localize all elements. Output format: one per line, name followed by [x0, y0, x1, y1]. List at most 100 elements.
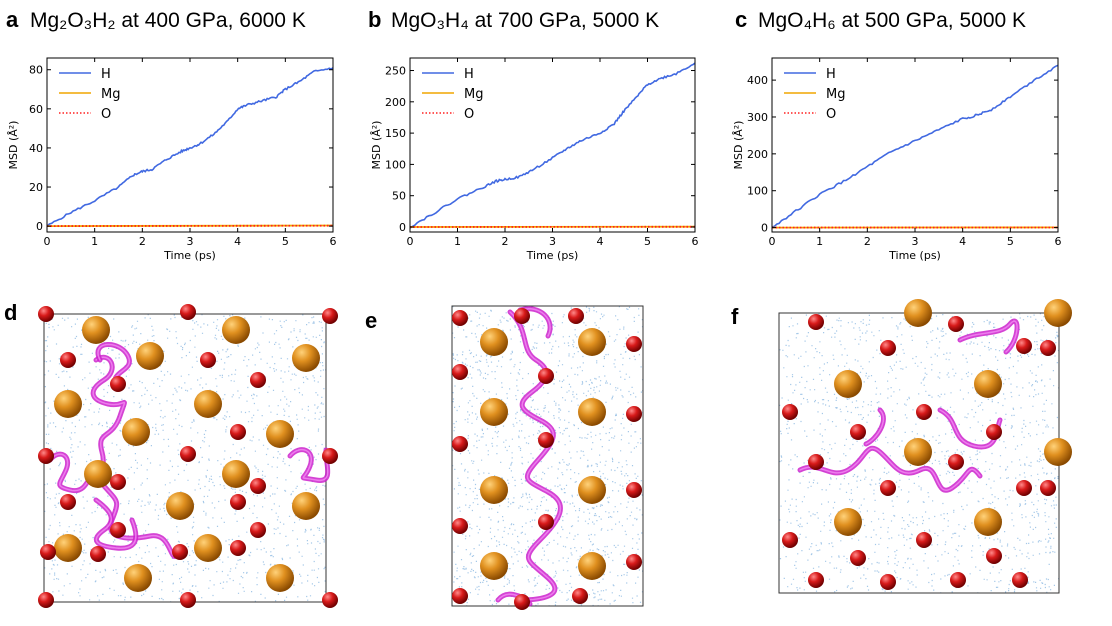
o-atom [1040, 480, 1056, 496]
y-tick-label: 150 [385, 127, 406, 140]
o-atom [452, 364, 468, 380]
o-atom [880, 480, 896, 496]
hydrogen-trajectory [797, 318, 1020, 493]
o-atom [452, 518, 468, 534]
structure-f-image [778, 299, 1072, 594]
o-atom [250, 372, 266, 388]
mg-atom [292, 492, 320, 520]
o-atom [110, 474, 126, 490]
mg-atom [578, 552, 606, 580]
mg-atom [194, 534, 222, 562]
x-axis-label: Time (ps) [163, 249, 216, 262]
o-atom [40, 544, 56, 560]
x-tick-label: 6 [330, 235, 337, 248]
o-atom [986, 548, 1002, 564]
panel-letter-d: d [4, 300, 17, 325]
legend-label-mg: Mg [464, 87, 483, 102]
mg-atom [222, 316, 250, 344]
o-atom [1040, 340, 1056, 356]
mg-atom [480, 552, 508, 580]
o-atom [572, 588, 588, 604]
mg-atom [578, 476, 606, 504]
x-tick-label: 6 [1055, 235, 1062, 248]
series-line-h [771, 64, 1059, 228]
plot-frame [46, 57, 334, 233]
o-atom [950, 572, 966, 588]
x-tick-label: 3 [187, 235, 194, 248]
legend-label-mg: Mg [826, 87, 845, 102]
mg-atom [82, 316, 110, 344]
o-atom [1016, 338, 1032, 354]
y-tick-label: 0 [761, 222, 768, 235]
o-atom [180, 592, 196, 608]
structure-d-image [38, 304, 338, 608]
o-atom [250, 522, 266, 538]
atoms [782, 299, 1072, 590]
mg-atom [266, 564, 294, 592]
y-tick-label: 250 [385, 65, 406, 78]
o-atom [38, 592, 54, 608]
o-atom [626, 554, 642, 570]
mg-atom [578, 398, 606, 426]
mg-atom [904, 438, 932, 466]
o-atom [808, 572, 824, 588]
o-atom [850, 424, 866, 440]
o-atom [880, 340, 896, 356]
cell-boundary [451, 305, 644, 607]
x-tick-label: 2 [502, 235, 509, 248]
legend-label-h: H [101, 67, 111, 82]
o-atom [38, 448, 54, 464]
x-tick-label: 1 [454, 235, 461, 248]
x-tick-label: 2 [139, 235, 146, 248]
o-atom [782, 532, 798, 548]
x-tick-label: 6 [692, 235, 699, 248]
mg-atom [834, 370, 862, 398]
mg-atom [578, 328, 606, 356]
legend-label-o: O [464, 107, 474, 122]
o-atom [916, 404, 932, 420]
mg-atom [1044, 438, 1072, 466]
o-atom [626, 482, 642, 498]
y-axis-label: MSD (Å²) [370, 121, 383, 170]
y-tick-label: 40 [29, 142, 43, 155]
o-atom [538, 432, 554, 448]
y-tick-label: 400 [747, 74, 768, 87]
x-tick-label: 2 [864, 235, 871, 248]
o-atom [322, 592, 338, 608]
y-tick-label: 100 [747, 185, 768, 198]
panel-b-title-text: MgO₃H₄ at 700 GPa, 5000 K [391, 9, 659, 32]
o-atom [986, 424, 1002, 440]
x-axis-label: Time (ps) [526, 249, 579, 262]
o-atom [1016, 480, 1032, 496]
legend-label-h: H [464, 67, 474, 82]
o-atom [808, 454, 824, 470]
o-atom [60, 352, 76, 368]
o-atom [538, 368, 554, 384]
chart-b: 0 1 2 3 4 5 6 0 50 100 150 200 250 Time (ps) MSD (Å²) H… [370, 57, 699, 262]
mg-atom [84, 460, 112, 488]
o-atom [322, 448, 338, 464]
y-tick-label: 0 [36, 220, 43, 233]
o-atom [808, 314, 824, 330]
o-atom [230, 540, 246, 556]
o-atom [626, 336, 642, 352]
mg-atom [1044, 299, 1072, 327]
o-atom [1012, 572, 1028, 588]
o-atom [200, 352, 216, 368]
y-tick-label: 300 [747, 111, 768, 124]
plot-frame [409, 57, 696, 233]
panel-letter-c: c [735, 7, 747, 32]
panel-letter-b: b [368, 7, 381, 32]
x-tick-label: 1 [91, 235, 98, 248]
o-atom [180, 446, 196, 462]
x-tick-label: 0 [769, 235, 776, 248]
o-atom [110, 522, 126, 538]
x-tick-label: 4 [959, 235, 966, 248]
o-atom [626, 406, 642, 422]
mg-atom [904, 299, 932, 327]
panel-c-title: c MgO₄H₆ at 500 GPa, 5000 K [735, 7, 1026, 32]
mg-atom [122, 418, 150, 446]
o-atom [850, 550, 866, 566]
panel-c-title-text: MgO₄H₆ at 500 GPa, 5000 K [758, 9, 1026, 32]
